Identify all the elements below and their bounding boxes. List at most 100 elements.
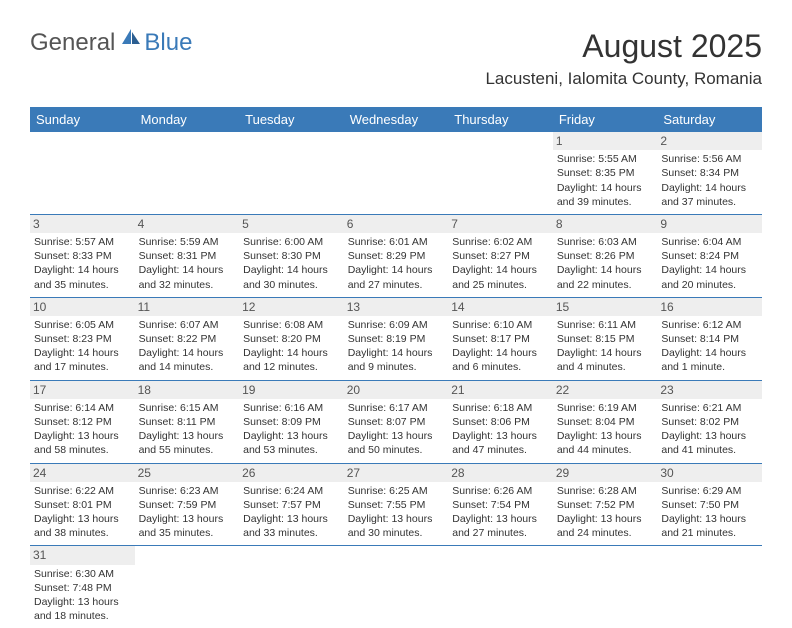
day-detail-line: Daylight: 14 hours (557, 181, 654, 195)
day-detail-line: Sunset: 7:48 PM (34, 581, 131, 595)
day-detail-line: Sunset: 8:01 PM (34, 498, 131, 512)
day-detail-line: Daylight: 13 hours (557, 512, 654, 526)
day-detail-line: Sunrise: 6:00 AM (243, 235, 340, 249)
calendar-day-cell: 13Sunrise: 6:09 AMSunset: 8:19 PMDayligh… (344, 297, 449, 380)
day-detail-line: Sunrise: 6:14 AM (34, 401, 131, 415)
day-detail-line: Sunrise: 6:29 AM (661, 484, 758, 498)
calendar-day-cell (448, 132, 553, 214)
day-detail-line: Sunset: 8:35 PM (557, 166, 654, 180)
day-number: 21 (448, 381, 553, 399)
day-detail-line: Sunrise: 6:10 AM (452, 318, 549, 332)
day-detail-line: Sunrise: 5:55 AM (557, 152, 654, 166)
title-block: August 2025 Lacusteni, Ialomita County, … (485, 28, 762, 89)
logo-text-general: General (30, 29, 115, 57)
day-detail-line: Sunrise: 6:28 AM (557, 484, 654, 498)
day-detail-line: and 33 minutes. (243, 526, 340, 540)
day-detail-line: Sunrise: 6:11 AM (557, 318, 654, 332)
calendar-day-cell: 18Sunrise: 6:15 AMSunset: 8:11 PMDayligh… (135, 380, 240, 463)
day-detail-line: Daylight: 14 hours (34, 263, 131, 277)
day-number: 15 (553, 298, 658, 316)
weekday-header: Wednesday (344, 107, 449, 132)
calendar-day-cell: 24Sunrise: 6:22 AMSunset: 8:01 PMDayligh… (30, 463, 135, 546)
calendar-day-cell: 30Sunrise: 6:29 AMSunset: 7:50 PMDayligh… (657, 463, 762, 546)
day-number: 16 (657, 298, 762, 316)
calendar-day-cell: 6Sunrise: 6:01 AMSunset: 8:29 PMDaylight… (344, 214, 449, 297)
day-detail-line: Daylight: 14 hours (452, 346, 549, 360)
day-detail-line: Daylight: 13 hours (348, 429, 445, 443)
day-number: 10 (30, 298, 135, 316)
day-detail-line: Daylight: 14 hours (139, 263, 236, 277)
day-number: 2 (657, 132, 762, 150)
day-detail-line: Sunset: 8:20 PM (243, 332, 340, 346)
day-detail-line: and 53 minutes. (243, 443, 340, 457)
day-detail-line: Daylight: 13 hours (661, 512, 758, 526)
day-detail-line: Sunrise: 6:25 AM (348, 484, 445, 498)
weekday-header: Monday (135, 107, 240, 132)
day-detail-line: and 38 minutes. (34, 526, 131, 540)
calendar-day-cell: 4Sunrise: 5:59 AMSunset: 8:31 PMDaylight… (135, 214, 240, 297)
weekday-header: Saturday (657, 107, 762, 132)
day-number: 31 (30, 546, 135, 564)
day-detail-line: and 58 minutes. (34, 443, 131, 457)
day-detail-line: Sunset: 8:27 PM (452, 249, 549, 263)
calendar-day-cell: 21Sunrise: 6:18 AMSunset: 8:06 PMDayligh… (448, 380, 553, 463)
day-detail-line: Sunset: 8:02 PM (661, 415, 758, 429)
day-detail-line: and 22 minutes. (557, 278, 654, 292)
day-number: 17 (30, 381, 135, 399)
day-detail-line: Daylight: 14 hours (243, 346, 340, 360)
day-detail-line: and 6 minutes. (452, 360, 549, 374)
day-detail-line: and 35 minutes. (34, 278, 131, 292)
day-number: 11 (135, 298, 240, 316)
calendar-day-cell: 2Sunrise: 5:56 AMSunset: 8:34 PMDaylight… (657, 132, 762, 214)
day-detail-line: Daylight: 13 hours (557, 429, 654, 443)
calendar-day-cell: 9 Sunrise: 6:04 AMSunset: 8:24 PMDaylight… (657, 214, 762, 297)
day-number: 14 (448, 298, 553, 316)
calendar-day-cell: 28Sunrise: 6:26 AMSunset: 7:54 PMDayligh… (448, 463, 553, 546)
logo: General Blue (30, 28, 192, 57)
day-detail-line: Sunrise: 5:59 AM (139, 235, 236, 249)
calendar-day-cell: 5Sunrise: 6:00 AMSunset: 8:30 PMDaylight… (239, 214, 344, 297)
day-detail-line: Sunset: 8:26 PM (557, 249, 654, 263)
day-detail-line: Sunset: 8:30 PM (243, 249, 340, 263)
day-detail-line: and 17 minutes. (34, 360, 131, 374)
sail-icon (120, 28, 142, 51)
day-detail-line: Sunset: 8:06 PM (452, 415, 549, 429)
calendar-day-cell (30, 132, 135, 214)
day-detail-line: Sunset: 8:34 PM (661, 166, 758, 180)
day-detail-line: Sunrise: 6:21 AM (661, 401, 758, 415)
day-detail-line: Daylight: 13 hours (348, 512, 445, 526)
day-detail-line: Sunrise: 6:22 AM (34, 484, 131, 498)
location: Lacusteni, Ialomita County, Romania (485, 69, 762, 89)
day-detail-line: Sunset: 8:24 PM (661, 249, 758, 263)
day-detail-line: Sunrise: 6:04 AM (661, 235, 758, 249)
weekday-header: Thursday (448, 107, 553, 132)
day-detail-line: Sunrise: 6:01 AM (348, 235, 445, 249)
day-detail-line: Sunrise: 6:26 AM (452, 484, 549, 498)
calendar-day-cell: 31Sunrise: 6:30 AMSunset: 7:48 PMDayligh… (30, 546, 135, 628)
calendar-day-cell: 17Sunrise: 6:14 AMSunset: 8:12 PMDayligh… (30, 380, 135, 463)
day-detail-line: and 32 minutes. (139, 278, 236, 292)
day-number: 9 (657, 215, 762, 233)
day-detail-line: and 47 minutes. (452, 443, 549, 457)
day-detail-line: and 25 minutes. (452, 278, 549, 292)
day-detail-line: and 12 minutes. (243, 360, 340, 374)
day-detail-line: Daylight: 13 hours (34, 595, 131, 609)
day-number: 27 (344, 464, 449, 482)
day-detail-line: Sunset: 7:55 PM (348, 498, 445, 512)
day-detail-line: Sunrise: 5:56 AM (661, 152, 758, 166)
day-detail-line: Daylight: 14 hours (452, 263, 549, 277)
day-detail-line: Daylight: 13 hours (139, 512, 236, 526)
day-detail-line: Daylight: 14 hours (661, 263, 758, 277)
calendar-week-row: 31Sunrise: 6:30 AMSunset: 7:48 PMDayligh… (30, 546, 762, 628)
day-detail-line: Sunrise: 5:57 AM (34, 235, 131, 249)
day-number: 5 (239, 215, 344, 233)
day-detail-line: Sunset: 8:04 PM (557, 415, 654, 429)
day-number: 8 (553, 215, 658, 233)
calendar-day-cell: 23Sunrise: 6:21 AMSunset: 8:02 PMDayligh… (657, 380, 762, 463)
day-detail-line: Sunset: 7:54 PM (452, 498, 549, 512)
day-detail-line: Daylight: 13 hours (452, 512, 549, 526)
day-detail-line: and 20 minutes. (661, 278, 758, 292)
calendar-day-cell: 11Sunrise: 6:07 AMSunset: 8:22 PMDayligh… (135, 297, 240, 380)
day-detail-line: Sunset: 8:31 PM (139, 249, 236, 263)
calendar-day-cell: 20Sunrise: 6:17 AMSunset: 8:07 PMDayligh… (344, 380, 449, 463)
